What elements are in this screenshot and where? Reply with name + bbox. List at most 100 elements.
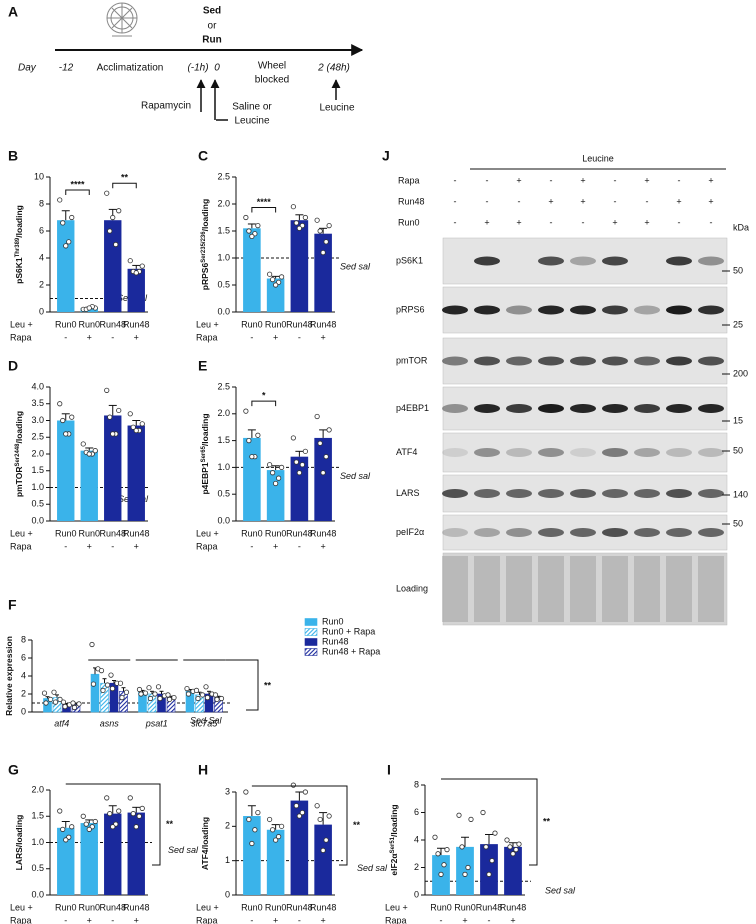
data-point [459,844,465,850]
y-axis-title: Relative expression [4,636,14,716]
reference-label: Sed sal [340,261,371,271]
rapa-sign: + [87,541,92,551]
band [506,305,532,315]
data-point [110,431,116,437]
panel-label: D [8,358,18,374]
band [538,404,564,413]
treatment: Sed [203,6,221,17]
y-tick-label: 2.0 [31,448,44,458]
blot-label: pRPS6 [396,304,425,314]
data-point [323,239,329,245]
data-point [119,694,125,701]
data-point [326,813,332,819]
row-label: Leu + [196,528,219,538]
band [698,528,724,537]
data-point [109,685,116,692]
data-point [243,789,249,795]
band [506,356,532,366]
y-axis-title-main: ATF4/loading [200,817,210,870]
x-tick-label: Run0 [55,319,77,329]
significance-label: ** [121,173,129,183]
data-point [323,837,329,843]
data-point [204,694,211,701]
data-point [165,692,171,698]
data-point [302,214,308,221]
loading-lane [634,556,660,622]
row-label: Leu + [10,902,33,912]
data-point [80,441,86,447]
y-tick-label: 1.0 [31,837,44,847]
data-point [139,421,145,427]
wheel-icon [106,2,138,37]
data-point [123,689,130,695]
bar [127,425,145,521]
rapa-sign: + [320,915,325,924]
data-point [468,816,474,822]
rapa-sign: + [273,332,278,342]
data-point [80,813,86,819]
data-point [63,837,69,843]
data-point [171,694,177,701]
y-tick-label: 2.5 [217,171,230,181]
row-label: Leu + [196,319,219,329]
y-tick-label: 3.0 [31,415,44,425]
rapa-sign: + [87,915,92,924]
y-tick-label: 8 [21,634,26,644]
x-tick-label: psat1 [145,718,168,728]
data-point [279,464,285,470]
data-point [249,233,255,239]
treatment: or [208,21,218,32]
condition-sign: - [454,175,457,185]
data-point [127,411,133,417]
blot-label: LARS [396,488,420,498]
rapa-sign: + [320,541,325,551]
day: (-1h) [187,63,208,74]
data-point [130,811,136,817]
y-axis-title-main: pS6K1 [14,257,24,284]
y-tick-label: 0.5 [31,499,44,509]
y-axis-title-suffix: /loading [389,804,399,837]
bar [243,437,261,521]
data-point [98,667,105,674]
y-axis-title-main: eIF2α [389,853,399,876]
blot-label: ATF4 [396,447,417,457]
data-point [155,684,162,690]
band [602,448,628,457]
data-point [107,228,113,234]
band [570,489,596,498]
band [570,448,596,457]
x-tick-label: Run0 [78,528,100,538]
data-point [513,847,519,853]
x-tick-label: Run48 [286,528,313,538]
significance-bracket [225,659,259,711]
data-point [108,672,114,678]
x-tick-label: Run0 [265,319,287,329]
x-tick-label: Run0 [430,902,452,912]
data-point [127,258,133,264]
group-label: Leucine [582,153,614,163]
phase: Acclimatization [97,63,164,74]
data-point [203,684,209,690]
band [538,528,564,537]
x-tick-label: slc7a5 [191,718,218,728]
y-tick-label: 2 [39,279,44,289]
y-tick-label: 6 [414,807,419,817]
bar [80,450,98,521]
data-point [290,435,296,441]
panel-a: A Sed or Run Day -12 Acclimatization (-1… [8,2,364,127]
bar [314,824,332,895]
band [634,356,660,366]
loading-lane [602,556,628,622]
data-point [314,803,320,809]
row-label: Leu + [10,528,33,538]
rapa-sign: - [488,915,491,924]
condition-sign: - [486,196,489,206]
band [506,404,532,413]
y-axis-title: eIF2αSer51/loading [389,804,399,875]
band [474,356,500,366]
data-point [100,687,106,694]
condition-sign: + [580,196,585,206]
y-tick-label: 10 [34,171,44,181]
x-tick-label: Run48 [286,319,313,329]
band [602,404,628,413]
